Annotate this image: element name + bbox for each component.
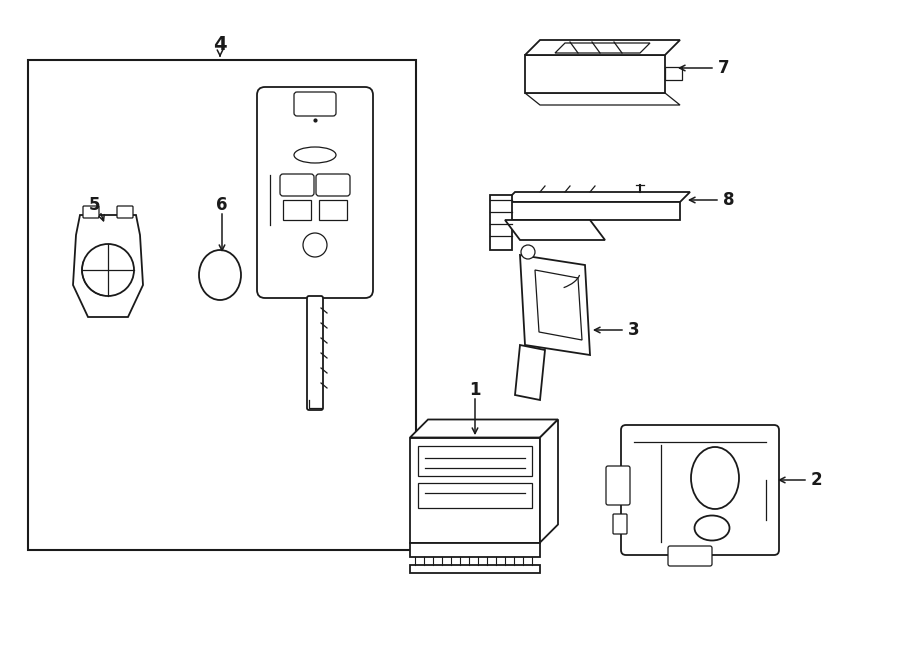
Circle shape (303, 233, 327, 257)
FancyBboxPatch shape (621, 425, 779, 555)
Polygon shape (73, 215, 143, 317)
Ellipse shape (691, 447, 739, 509)
Text: 2: 2 (811, 471, 823, 489)
Polygon shape (520, 255, 590, 355)
Text: 3: 3 (628, 321, 640, 339)
Ellipse shape (199, 250, 241, 300)
Polygon shape (555, 43, 650, 53)
FancyBboxPatch shape (117, 206, 133, 218)
FancyBboxPatch shape (257, 87, 373, 298)
Bar (410, 564, 540, 572)
Circle shape (82, 244, 134, 296)
Polygon shape (525, 55, 665, 93)
Polygon shape (525, 93, 680, 105)
Polygon shape (665, 67, 682, 80)
Polygon shape (410, 420, 558, 438)
FancyBboxPatch shape (280, 174, 314, 196)
Bar (418, 483, 532, 508)
Bar (410, 438, 540, 543)
FancyBboxPatch shape (294, 92, 336, 116)
Polygon shape (515, 345, 545, 400)
FancyBboxPatch shape (316, 174, 350, 196)
FancyBboxPatch shape (307, 296, 323, 410)
Polygon shape (525, 40, 680, 55)
Text: 5: 5 (89, 196, 101, 214)
Bar (28, 60, 416, 550)
Bar (505, 202, 680, 220)
Ellipse shape (294, 147, 336, 163)
Ellipse shape (695, 516, 730, 541)
Text: 6: 6 (216, 196, 228, 214)
FancyBboxPatch shape (83, 206, 99, 218)
Text: 4: 4 (213, 36, 227, 54)
Text: 8: 8 (723, 191, 734, 209)
Bar (418, 446, 532, 475)
Polygon shape (535, 270, 582, 340)
Circle shape (521, 245, 535, 259)
Polygon shape (505, 220, 605, 240)
FancyBboxPatch shape (606, 466, 630, 505)
Bar (410, 543, 540, 557)
Bar (283, 200, 311, 220)
Polygon shape (505, 192, 690, 202)
Bar (490, 195, 512, 250)
Bar (319, 200, 347, 220)
Text: 7: 7 (718, 59, 730, 77)
Polygon shape (540, 420, 558, 543)
Text: 1: 1 (469, 381, 481, 399)
FancyBboxPatch shape (613, 514, 627, 534)
FancyBboxPatch shape (668, 546, 712, 566)
